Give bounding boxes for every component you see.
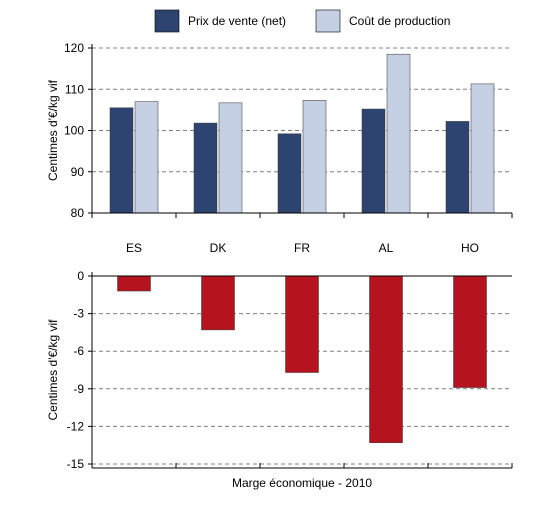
bar-al-prix bbox=[361, 108, 386, 214]
bar-marge-es bbox=[117, 275, 151, 292]
y-axis-label: Centimes d'€/kg vif bbox=[46, 319, 60, 421]
legend-label-2: Coût de production bbox=[349, 14, 450, 28]
y-tick-label: -6 bbox=[73, 344, 84, 358]
category-label-es: ES bbox=[126, 241, 142, 255]
x-axis-label: Marge économique - 2010 bbox=[232, 476, 372, 490]
y-tick-label: 100 bbox=[64, 124, 84, 138]
category-label-ho: HO bbox=[461, 241, 479, 255]
bar-ho-prix bbox=[445, 121, 470, 214]
y-tick-label: 80 bbox=[71, 206, 85, 220]
bar-dk-prix bbox=[193, 122, 218, 214]
category-label-fr: FR bbox=[294, 241, 310, 255]
bar-marge-fr bbox=[285, 275, 319, 373]
bar-dk-cout bbox=[218, 102, 243, 214]
legend-swatch-1 bbox=[154, 9, 180, 33]
y-tick-label: -12 bbox=[67, 419, 85, 433]
bar-fr-prix bbox=[277, 133, 302, 214]
y-tick-label: 110 bbox=[65, 82, 84, 96]
legend-label-1: Prix de vente (net) bbox=[188, 14, 286, 28]
y-tick-label: 90 bbox=[71, 165, 85, 179]
y-tick-label: -3 bbox=[73, 307, 84, 321]
bar-al-cout bbox=[386, 53, 411, 214]
y-axis-label: Centimes d'€/kg vif bbox=[46, 79, 60, 181]
bar-marge-al bbox=[369, 275, 403, 443]
bar-fr-cout bbox=[302, 100, 327, 214]
category-label-dk: DK bbox=[210, 241, 227, 255]
legend-swatch-2 bbox=[315, 9, 341, 33]
bar-marge-dk bbox=[201, 275, 235, 331]
bar-es-prix bbox=[109, 107, 134, 214]
y-tick-label: -15 bbox=[67, 457, 85, 471]
category-label-al: AL bbox=[379, 241, 394, 255]
bar-marge-ho bbox=[453, 275, 487, 388]
bar-es-cout bbox=[134, 101, 159, 214]
y-tick-label: 120 bbox=[64, 41, 84, 55]
y-tick-label: 0 bbox=[77, 269, 84, 283]
bar-ho-cout bbox=[470, 83, 495, 214]
y-tick-label: -9 bbox=[73, 382, 84, 396]
